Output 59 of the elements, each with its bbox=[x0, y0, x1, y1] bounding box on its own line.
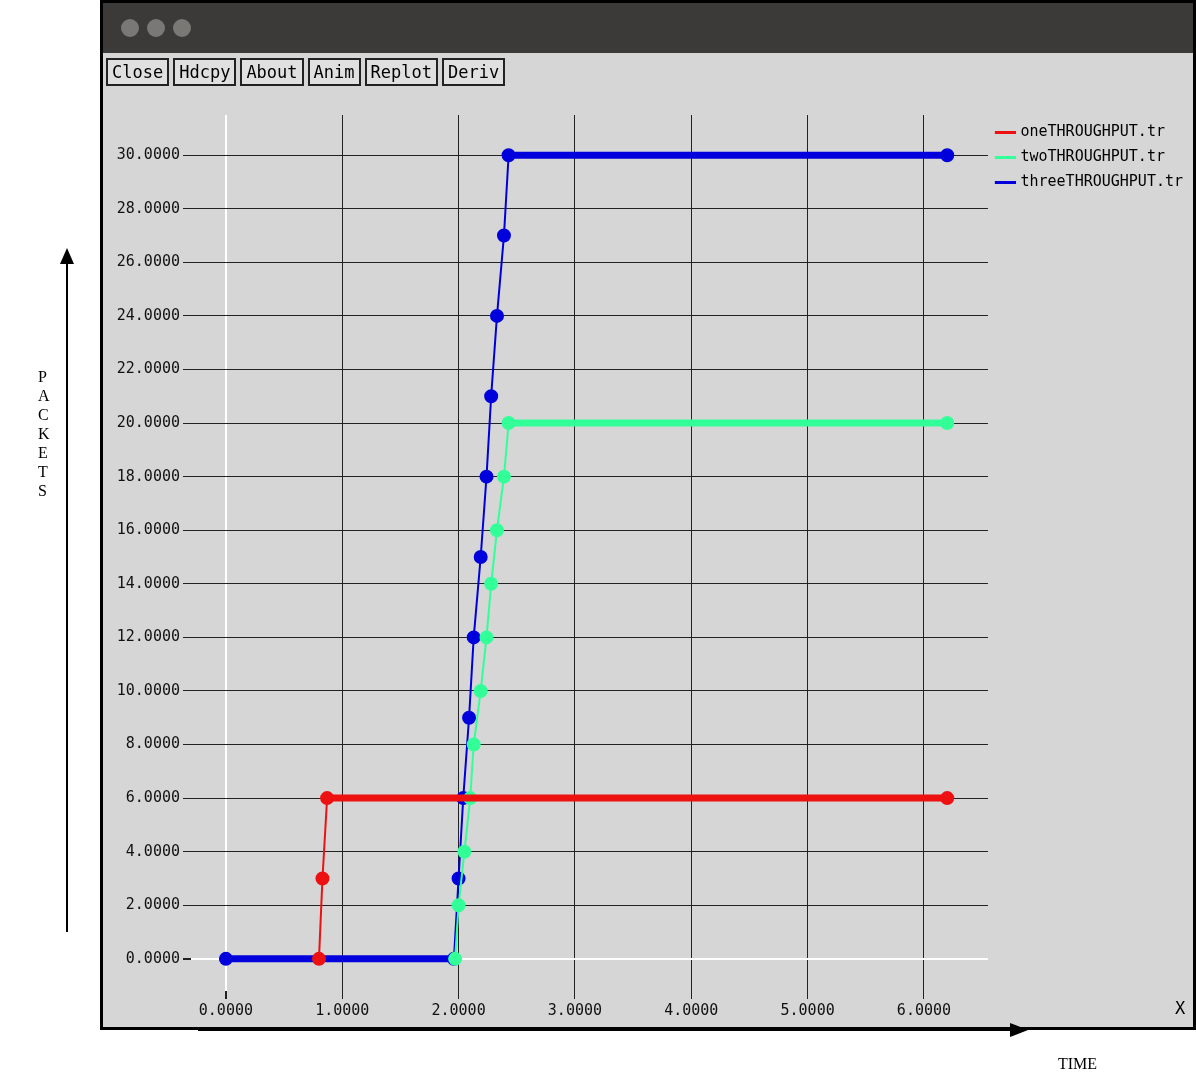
x-tick-label: 3.0000 bbox=[547, 1000, 603, 1019]
legend-label: twoTHROUGHPUT.tr bbox=[1020, 147, 1165, 166]
x-tick-label: 6.0000 bbox=[896, 1000, 952, 1019]
x-tick-label: 1.0000 bbox=[315, 1000, 370, 1019]
text: Close bbox=[106, 58, 170, 86]
x-axis-title: TIME bbox=[1058, 1055, 1098, 1073]
point bbox=[484, 576, 499, 591]
y-tick-label: 22.0000 bbox=[116, 359, 180, 378]
point bbox=[315, 871, 330, 886]
point bbox=[473, 683, 488, 698]
point bbox=[466, 630, 481, 645]
point bbox=[479, 630, 494, 645]
text: Deriv bbox=[441, 58, 506, 86]
y-tick-label: 28.0000 bbox=[116, 198, 180, 217]
point bbox=[501, 416, 516, 431]
y-tick-label: 0.0000 bbox=[125, 948, 180, 967]
point bbox=[496, 469, 511, 484]
point bbox=[462, 710, 477, 725]
x-tick-label: 2.0000 bbox=[431, 1000, 486, 1019]
y-tick-label: 6.0000 bbox=[125, 788, 180, 807]
y-tick-label: 14.0000 bbox=[116, 573, 180, 592]
text: Replot bbox=[364, 58, 438, 86]
y-tick-label: 12.0000 bbox=[116, 627, 180, 646]
y-tick-label: 16.0000 bbox=[116, 520, 180, 539]
point bbox=[311, 951, 326, 966]
legend-label: oneTHROUGHPUT.tr bbox=[1020, 122, 1165, 141]
point bbox=[457, 844, 472, 859]
point bbox=[320, 791, 335, 806]
point bbox=[501, 148, 516, 163]
text: Anim bbox=[307, 58, 361, 86]
y-tick-label: 24.0000 bbox=[116, 305, 180, 324]
y-tick-label: 18.0000 bbox=[116, 466, 180, 485]
text: Hdcpy bbox=[173, 58, 237, 86]
y-tick-label: 30.0000 bbox=[116, 145, 180, 164]
y-tick-label: 26.0000 bbox=[116, 252, 180, 271]
text: About bbox=[240, 58, 304, 86]
text: X bbox=[1175, 998, 1186, 1018]
y-tick-label: 20.0000 bbox=[116, 412, 180, 431]
point bbox=[940, 791, 955, 806]
y-tick-label: 4.0000 bbox=[125, 841, 180, 860]
point bbox=[218, 951, 233, 966]
point bbox=[489, 523, 504, 538]
point bbox=[484, 389, 499, 404]
point bbox=[451, 898, 466, 913]
y-tick-label: 8.0000 bbox=[125, 734, 180, 753]
y-axis-title: PACKETS bbox=[38, 367, 50, 500]
x-tick-label: 4.0000 bbox=[664, 1000, 719, 1019]
y-tick-label: 10.0000 bbox=[116, 680, 180, 699]
x-tick-label: 5.0000 bbox=[780, 1000, 835, 1019]
x-tick-label: 0.0000 bbox=[198, 1000, 253, 1019]
point bbox=[473, 550, 488, 565]
point bbox=[940, 416, 955, 431]
legend-label: threeTHROUGHPUT.tr bbox=[1020, 172, 1184, 191]
point bbox=[466, 737, 481, 752]
point bbox=[940, 148, 955, 163]
point bbox=[479, 469, 494, 484]
y-tick-label: 2.0000 bbox=[125, 895, 180, 914]
point bbox=[496, 228, 511, 243]
point bbox=[489, 308, 504, 323]
